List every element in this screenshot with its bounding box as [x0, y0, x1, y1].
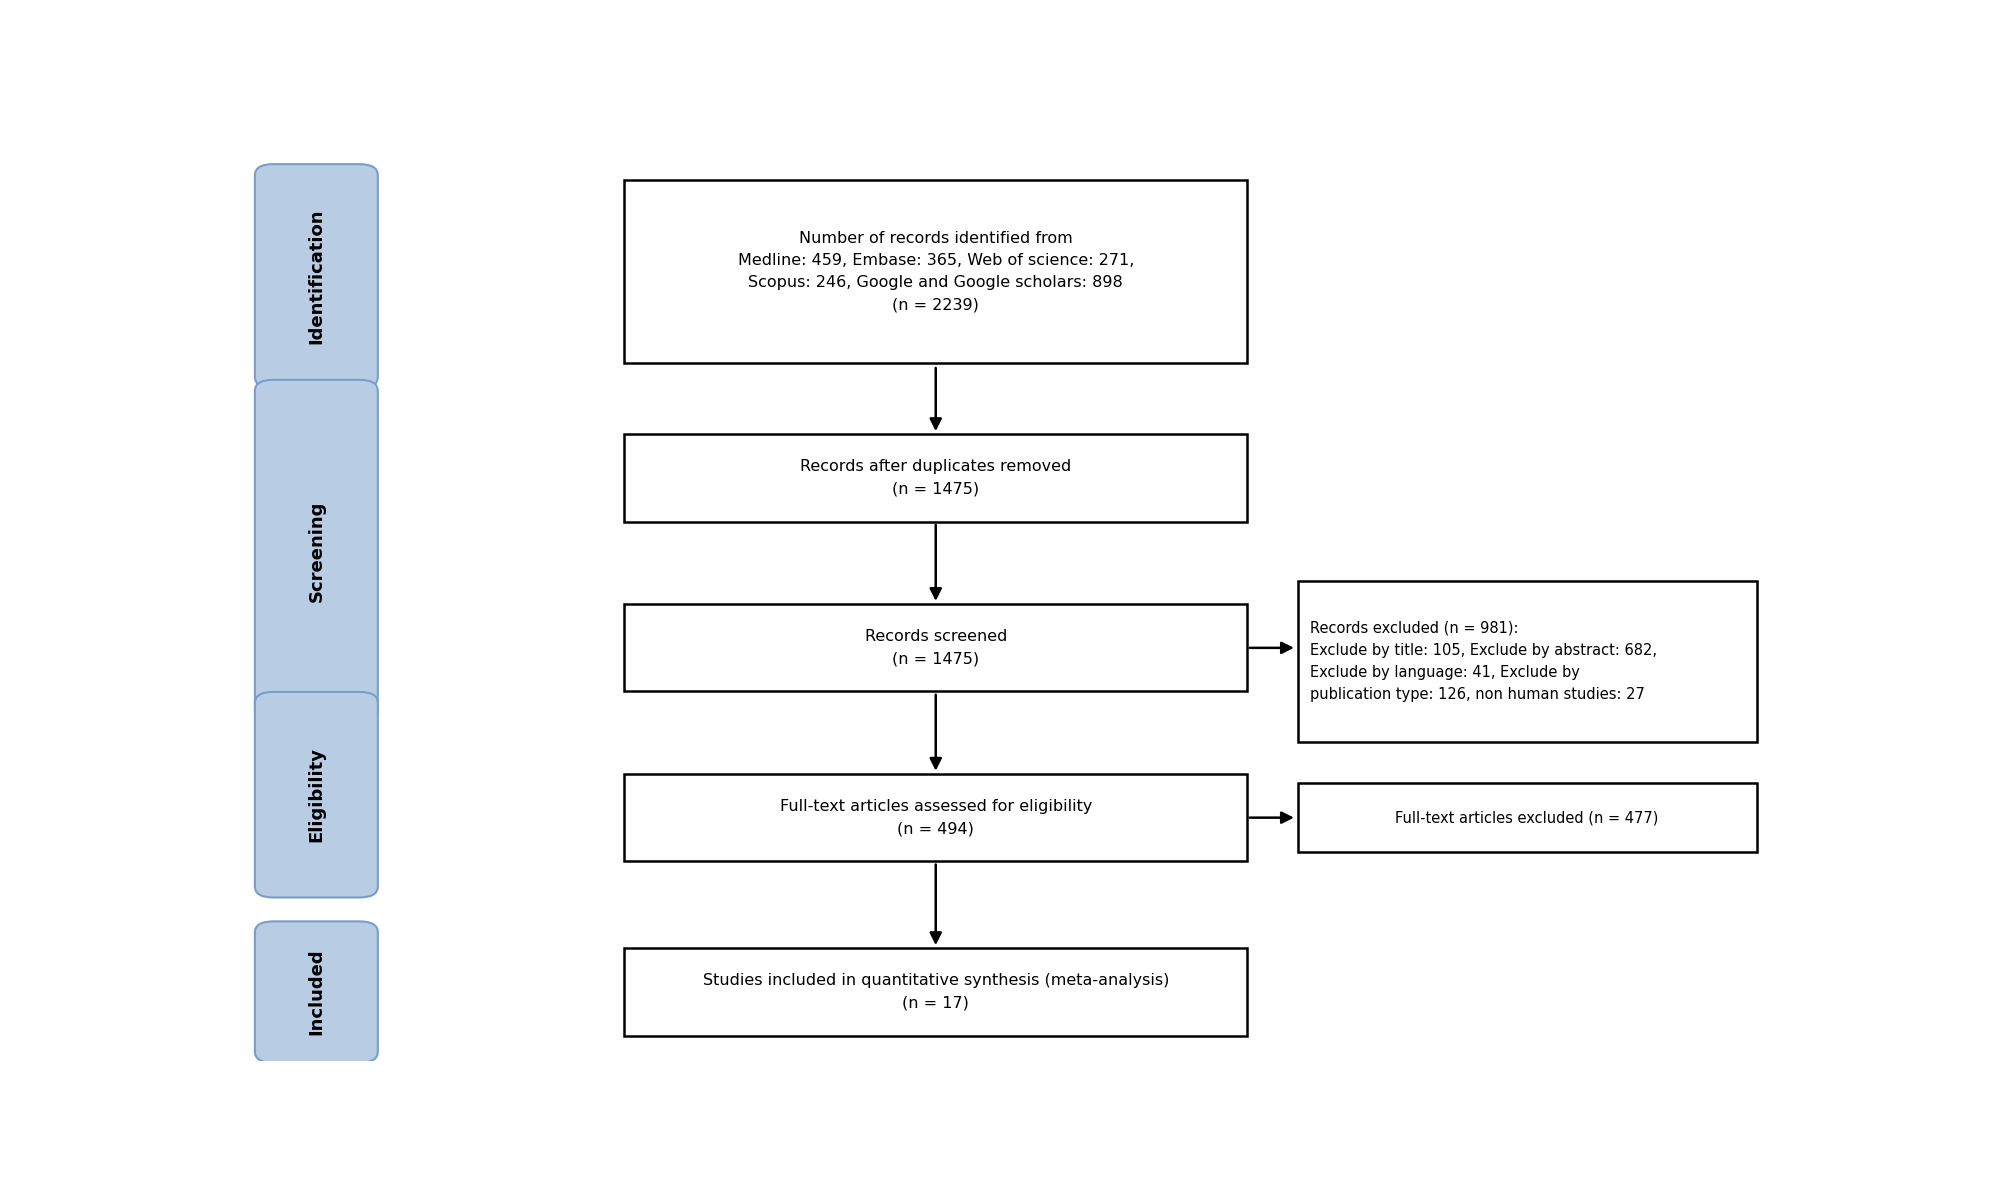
FancyBboxPatch shape [1297, 783, 1756, 852]
FancyBboxPatch shape [255, 921, 377, 1063]
FancyBboxPatch shape [624, 434, 1246, 522]
Text: Records screened
(n = 1475): Records screened (n = 1475) [865, 629, 1006, 666]
Text: Number of records identified from
Medline: 459, Embase: 365, Web of science: 271: Number of records identified from Medlin… [737, 231, 1134, 312]
Text: Studies included in quantitative synthesis (meta-analysis)
(n = 17): Studies included in quantitative synthes… [702, 974, 1168, 1011]
FancyBboxPatch shape [1297, 582, 1756, 741]
FancyBboxPatch shape [255, 164, 377, 389]
Text: Screening: Screening [307, 501, 325, 602]
FancyBboxPatch shape [624, 180, 1246, 364]
Text: Identification: Identification [307, 209, 325, 343]
Text: Records excluded (n = 981):
Exclude by title: 105, Exclude by abstract: 682,
Exc: Records excluded (n = 981): Exclude by t… [1309, 621, 1656, 702]
Text: Eligibility: Eligibility [307, 747, 325, 843]
Text: Records after duplicates removed
(n = 1475): Records after duplicates removed (n = 14… [799, 459, 1072, 497]
Text: Full-text articles assessed for eligibility
(n = 494): Full-text articles assessed for eligibil… [779, 799, 1092, 837]
FancyBboxPatch shape [624, 604, 1246, 691]
FancyBboxPatch shape [624, 949, 1246, 1036]
Text: Included: Included [307, 949, 325, 1036]
FancyBboxPatch shape [255, 691, 377, 898]
FancyBboxPatch shape [255, 380, 377, 724]
Text: Full-text articles excluded (n = 477): Full-text articles excluded (n = 477) [1395, 811, 1658, 825]
FancyBboxPatch shape [624, 774, 1246, 862]
